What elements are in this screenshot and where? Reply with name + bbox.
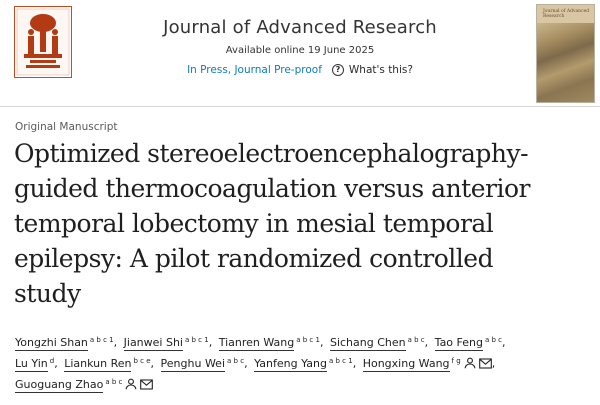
author-name: Tao Feng: [434, 336, 483, 351]
author-name: Tianren Wang: [218, 336, 295, 351]
author-affiliation-sup: a b c: [485, 336, 503, 344]
title-line: guided thermocoagulation versus anterior: [14, 174, 530, 203]
author-separator: ,: [208, 336, 213, 349]
person-icon[interactable]: [464, 357, 476, 372]
article-title: Optimized stereoelectroencephalography-g…: [14, 136, 589, 311]
author-separator: ,: [54, 357, 58, 370]
author-separator: ,: [244, 357, 248, 370]
author-row: Yongzhi Shan a b c 1, Jianwei Shi a b c 1,…: [15, 336, 595, 357]
author-separator: ,: [352, 357, 357, 370]
author-separator: ,: [150, 357, 155, 370]
author-affiliation-sup: a b c: [407, 336, 425, 344]
author-row: Guoguang Zhao a b c: [15, 378, 595, 399]
in-press-link[interactable]: In Press, Journal Pre-proof: [187, 64, 322, 76]
author-affiliation-sup: a b c: [227, 357, 245, 365]
author-affiliation-sup: a b c 1: [89, 336, 114, 344]
author-link[interactable]: Sichang Chen a b c: [329, 336, 425, 351]
author-list: Yongzhi Shan a b c 1, Jianwei Shi a b c 1,…: [15, 336, 595, 399]
author-separator: ,: [424, 336, 429, 349]
person-icon[interactable]: [125, 378, 137, 393]
author-affiliation-sup: b c e: [133, 357, 151, 365]
author-link[interactable]: Tao Feng a b c: [434, 336, 503, 351]
author-link[interactable]: Hongxing Wang f g: [362, 357, 492, 372]
question-circle-icon: ?: [331, 64, 344, 76]
author-name: Yongzhi Shan: [15, 336, 88, 351]
author-affiliation-sup: d: [49, 357, 55, 365]
author-separator: ,: [491, 357, 496, 370]
envelope-icon[interactable]: [478, 358, 492, 372]
author-row: Lu Yin d, Liankun Ren b c e, Penghu Wei a b…: [15, 357, 595, 378]
author-affiliation-sup: a b c 1: [328, 357, 353, 365]
author-link[interactable]: Lu Yin d: [15, 357, 55, 372]
author-affiliation-sup: a b c 1: [184, 336, 209, 344]
title-line: study: [14, 279, 81, 308]
article-type: Original Manuscript: [15, 121, 118, 133]
author-affiliation-sup: a b c 1: [296, 336, 320, 344]
author-link[interactable]: Tianren Wang a b c 1: [218, 336, 320, 351]
author-link[interactable]: Guoguang Zhao a b c: [15, 378, 154, 393]
author-separator: ,: [319, 336, 324, 349]
author-name: Lu Yin: [15, 357, 48, 372]
envelope-icon[interactable]: [140, 379, 154, 393]
author-name: Hongxing Wang: [362, 357, 450, 372]
title-line: temporal lobectomy in mesial temporal: [14, 209, 494, 238]
author-name: Jianwei Shi: [123, 336, 183, 351]
author-separator: ,: [502, 336, 506, 349]
journal-cover-image[interactable]: Journal of Advanced Research: [536, 4, 595, 103]
author-link[interactable]: Penghu Wei a b c: [160, 357, 245, 372]
article-status-row: In Press, Journal Pre-proof ? What's thi…: [0, 64, 600, 76]
author-link[interactable]: Yongzhi Shan a b c 1: [15, 336, 114, 351]
header-divider: [0, 106, 600, 107]
author-name: Yanfeng Yang: [254, 357, 327, 372]
publisher-logo[interactable]: [14, 6, 72, 78]
author-affiliation-sup: a b c: [105, 378, 123, 386]
author-link[interactable]: Liankun Ren b c e: [64, 357, 151, 372]
title-line: Optimized stereoelectroencephalography-: [14, 139, 529, 168]
cover-journal-title: Journal of Advanced Research: [543, 9, 590, 19]
author-link[interactable]: Jianwei Shi a b c 1: [123, 336, 209, 351]
author-name: Sichang Chen: [329, 336, 406, 351]
whats-this-button[interactable]: ? What's this?: [331, 64, 413, 76]
author-name: Penghu Wei: [160, 357, 226, 372]
author-name: Guoguang Zhao: [15, 378, 104, 393]
author-link[interactable]: Yanfeng Yang a b c 1: [254, 357, 353, 372]
journal-title[interactable]: Journal of Advanced Research: [163, 17, 437, 38]
author-separator: ,: [113, 336, 118, 349]
author-name: Liankun Ren: [64, 357, 132, 372]
author-affiliation-sup: f g: [451, 357, 461, 365]
available-online-date: Available online 19 June 2025: [225, 45, 375, 56]
whats-this-label: What's this?: [348, 64, 413, 76]
title-line: epilepsy: A pilot randomized controlled: [14, 244, 494, 273]
